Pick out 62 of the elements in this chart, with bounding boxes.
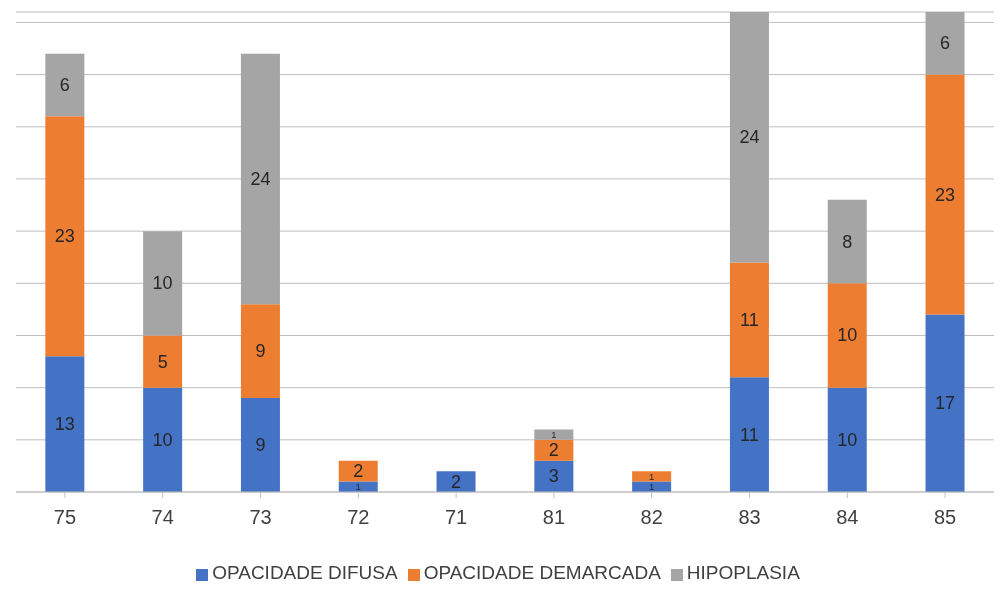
bar <box>729 377 769 492</box>
bar <box>45 356 85 492</box>
bar <box>240 304 280 399</box>
bar <box>534 460 574 492</box>
bar <box>632 471 672 482</box>
data-label: 2 <box>353 461 364 482</box>
data-label: 24 <box>739 127 760 148</box>
data-label: 1 <box>551 429 557 441</box>
bar <box>143 387 183 492</box>
bar <box>827 283 867 388</box>
data-label: 10 <box>837 325 858 346</box>
data-label: 2 <box>451 471 462 492</box>
bar <box>534 439 574 461</box>
legend-label: HIPOPLASIA <box>686 562 800 583</box>
data-label: 1 <box>649 470 655 482</box>
data-label: 1 <box>649 481 655 493</box>
data-label: 10 <box>152 429 173 450</box>
bar <box>925 74 965 315</box>
bar <box>338 460 378 482</box>
x-tick-label: 84 <box>836 506 859 529</box>
legend-label: OPACIDADE DIFUSA <box>212 562 398 583</box>
data-label: 6 <box>940 33 951 54</box>
bar <box>143 231 183 336</box>
data-label: 23 <box>54 226 75 247</box>
data-label: 10 <box>837 429 858 450</box>
x-tick-label: 85 <box>933 506 957 529</box>
bar <box>729 12 769 263</box>
legend-label: OPACIDADE DEMARCADA <box>423 562 661 583</box>
bar <box>240 53 280 305</box>
bar <box>827 387 867 492</box>
bar <box>143 335 183 388</box>
x-tick-label: 74 <box>151 506 174 529</box>
data-label: 11 <box>740 424 759 445</box>
data-label: 9 <box>255 341 266 362</box>
bar <box>240 398 280 492</box>
x-tick-label: 71 <box>444 506 468 529</box>
bar <box>729 262 769 378</box>
bar <box>45 116 85 357</box>
bar <box>534 429 574 440</box>
data-label: 8 <box>842 231 853 252</box>
data-label: 6 <box>59 75 70 96</box>
x-tick-label: 75 <box>53 506 77 529</box>
x-tick-label: 73 <box>249 506 272 529</box>
x-tick-label: 72 <box>347 506 370 529</box>
data-label: 3 <box>548 466 559 487</box>
data-label: 5 <box>157 351 168 372</box>
bar <box>45 53 85 117</box>
x-tick-label: 83 <box>738 506 761 529</box>
data-label: 23 <box>935 184 956 205</box>
data-label: 24 <box>250 168 271 189</box>
bar <box>925 314 965 492</box>
data-label: 17 <box>935 393 956 414</box>
x-tick-label: 81 <box>542 506 566 529</box>
data-label: 11 <box>740 309 759 330</box>
bar <box>827 199 867 284</box>
bar <box>925 12 965 75</box>
data-label: 1 <box>355 481 361 493</box>
x-tick-label: 82 <box>640 506 663 529</box>
data-label: 13 <box>54 414 75 435</box>
data-label: 2 <box>548 440 559 461</box>
data-label: 9 <box>255 435 266 456</box>
data-label: 10 <box>152 273 173 294</box>
